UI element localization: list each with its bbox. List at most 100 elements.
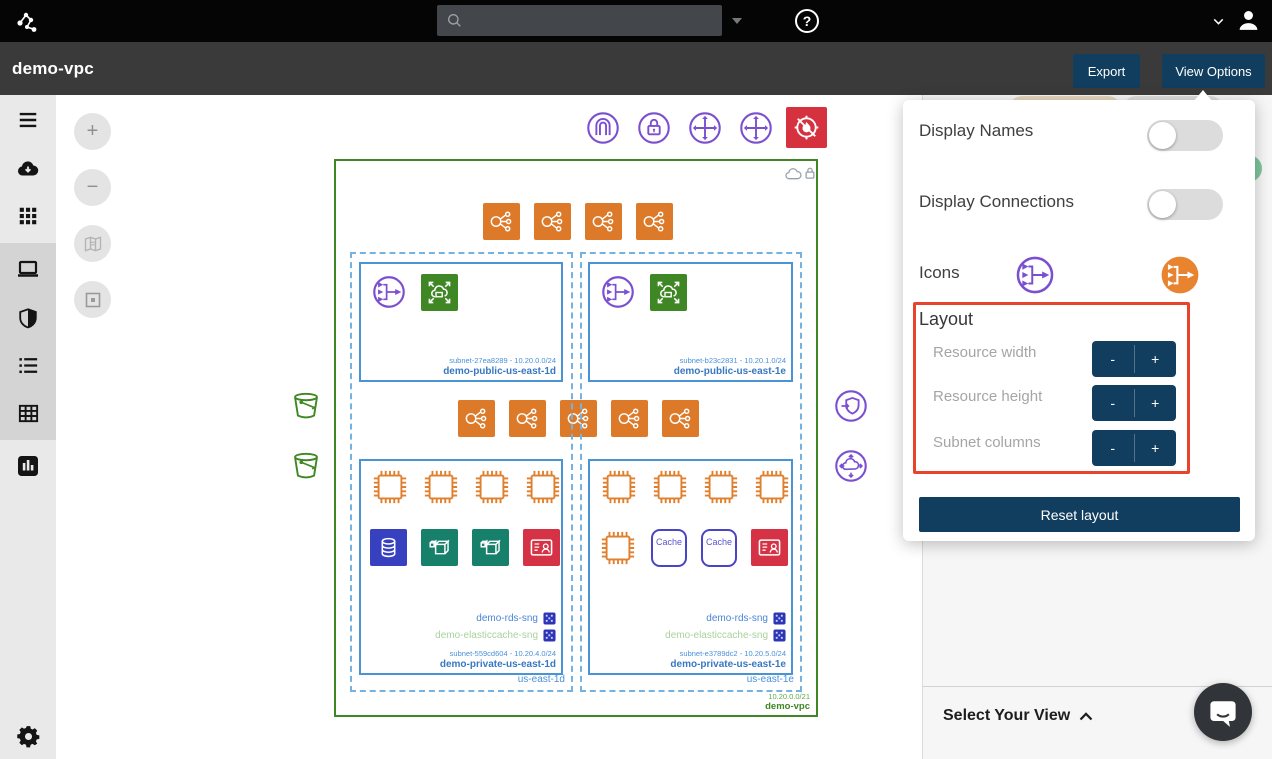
cache-node[interactable]: Cache (701, 529, 737, 567)
vpn-gateway-lock-icon[interactable] (635, 109, 673, 147)
search-scope-caret-icon[interactable] (732, 18, 742, 24)
account-chevron-icon[interactable] (1210, 13, 1227, 30)
zoom-out-button[interactable]: − (74, 169, 111, 206)
ec2-instance-icon[interactable] (524, 468, 562, 506)
center-dot-icon (85, 292, 100, 307)
network-interface-icon[interactable] (636, 203, 673, 240)
rds-sng-icon (543, 612, 556, 625)
data-services-row: Cache Cache (599, 529, 788, 567)
elasticache-subnet-group[interactable]: demo-elasticcache-sng (435, 628, 556, 643)
display-names-toggle[interactable] (1147, 120, 1223, 151)
ec2-instance-row (371, 468, 562, 506)
subnet-label: subnet-27ea8289 - 10.20.0.0/24 demo-publ… (443, 355, 556, 377)
user-icon[interactable] (1236, 8, 1261, 33)
network-interface-icon[interactable] (662, 400, 699, 437)
rds-subnet-group[interactable]: demo-rds-sng (435, 611, 556, 626)
transit-cloud-icon[interactable] (832, 447, 870, 485)
view-options-button[interactable]: View Options (1162, 54, 1265, 88)
rds-subnet-group[interactable]: demo-rds-sng (665, 611, 786, 626)
elasticache-node-icon[interactable] (472, 529, 509, 566)
ec2-instance-icon[interactable] (651, 468, 689, 506)
nat-gateway-icon[interactable] (421, 274, 458, 311)
network-interface-icon[interactable] (534, 203, 571, 240)
rds-instance-icon[interactable] (370, 529, 407, 566)
resource-width-plus-button[interactable]: + (1135, 341, 1177, 377)
nat-gateway-icon[interactable] (650, 274, 687, 311)
sidebar-item-security-view[interactable] (0, 306, 56, 330)
ec2-instance-icon[interactable] (599, 529, 637, 567)
sidebar-item-resources[interactable] (0, 205, 56, 227)
s3-bucket-icon[interactable] (287, 448, 325, 486)
network-interface-icon[interactable] (560, 400, 597, 437)
icons-label: Icons (919, 263, 960, 282)
settings-button[interactable] (0, 724, 56, 749)
icon-style-outline-option[interactable] (1013, 253, 1057, 297)
security-shield-icon[interactable] (832, 387, 870, 425)
popover-arrow (1194, 90, 1212, 101)
route-table-icon[interactable] (737, 109, 775, 147)
center-view-button[interactable] (74, 281, 111, 318)
icon-style-filled-option[interactable] (1157, 252, 1203, 298)
sidebar-item-infrastructure-view[interactable] (0, 257, 56, 281)
select-your-view-toggle[interactable]: Select Your View (943, 707, 1093, 725)
ec2-instance-icon[interactable] (422, 468, 460, 506)
s3-bucket-icon[interactable] (287, 388, 325, 426)
export-button[interactable]: Export (1073, 54, 1140, 88)
network-interface-icon[interactable] (585, 203, 622, 240)
elb-icon[interactable] (599, 273, 637, 311)
resource-width-minus-button[interactable]: - (1092, 341, 1134, 377)
ec2-instance-icon[interactable] (473, 468, 511, 506)
network-interface-icon[interactable] (458, 400, 495, 437)
cloud-download-icon (16, 157, 40, 181)
help-icon[interactable]: ? (795, 9, 819, 33)
elb-icon[interactable] (370, 273, 408, 311)
resource-height-label: Resource height (933, 388, 1043, 405)
subnet-columns-label: Subnet columns (933, 434, 1041, 451)
sidebar-item-environments[interactable] (0, 157, 56, 181)
search-icon (446, 12, 463, 29)
sidebar-item-reports[interactable] (0, 454, 56, 478)
menu-button[interactable] (0, 109, 56, 131)
hamburger-icon (17, 109, 39, 131)
layout-highlight-box (913, 302, 1190, 474)
network-interface-icon[interactable] (483, 203, 520, 240)
gateway-icon-row (584, 109, 775, 147)
subnet-columns-minus-button[interactable]: - (1092, 430, 1134, 466)
cloud-small-icon (785, 168, 802, 180)
subnet-columns-plus-button[interactable]: + (1135, 430, 1177, 466)
ec2-instance-icon[interactable] (371, 468, 409, 506)
search-input[interactable] (463, 11, 722, 30)
sidebar-item-list-view[interactable] (0, 354, 56, 377)
network-firewall-icon[interactable] (786, 107, 827, 148)
resource-height-minus-button[interactable]: - (1092, 385, 1134, 421)
zoom-in-button[interactable]: + (74, 113, 111, 150)
map-icon (84, 235, 101, 252)
layout-heading: Layout (919, 309, 974, 329)
ec2-instance-icon[interactable] (753, 468, 791, 506)
resource-height-plus-button[interactable]: + (1135, 385, 1177, 421)
cache-node[interactable]: Cache (651, 529, 687, 567)
elasticache-node-icon[interactable] (421, 529, 458, 566)
internet-gateway-icon[interactable] (584, 109, 622, 147)
chat-widget-button[interactable] (1194, 683, 1252, 741)
private-subnet-1d: demo-rds-sng demo-elasticcache-sng subne… (359, 459, 563, 675)
bar-chart-icon (16, 454, 40, 478)
reset-layout-button[interactable]: Reset layout (919, 497, 1240, 532)
hava-logo-icon[interactable] (13, 6, 43, 36)
sidebar-item-table-view[interactable] (0, 402, 56, 425)
directory-service-icon[interactable] (751, 529, 788, 566)
network-interface-icon[interactable] (509, 400, 546, 437)
az-name: us-east-1e (746, 674, 794, 685)
network-interface-icon[interactable] (611, 400, 648, 437)
display-connections-toggle[interactable] (1147, 189, 1223, 220)
ec2-instance-icon[interactable] (702, 468, 740, 506)
route-table-icon[interactable] (686, 109, 724, 147)
directory-service-icon[interactable] (523, 529, 560, 566)
rds-sng-icon (773, 612, 786, 625)
ec2-instance-icon[interactable] (600, 468, 638, 506)
elasticache-subnet-group[interactable]: demo-elasticcache-sng (665, 628, 786, 643)
shield-icon (17, 306, 39, 330)
left-sidebar (0, 95, 56, 759)
fit-view-button[interactable] (74, 225, 111, 262)
